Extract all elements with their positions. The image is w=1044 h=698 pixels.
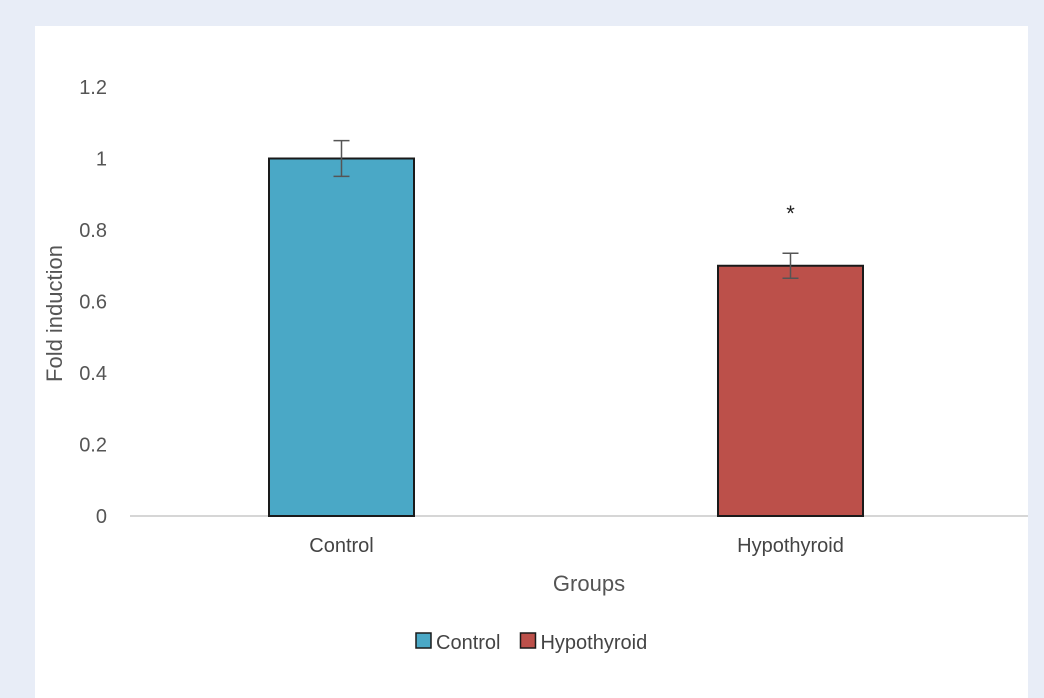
bar-control [268,157,415,517]
error-bar [782,252,799,280]
y-tick-label: 0.6 [79,292,107,314]
bar-hypothyroid [717,264,864,517]
legend-swatch [519,632,537,649]
bar-chart: 0 0.2 0.4 0.6 0.8 1 1.2 * Control Hypothyroid G… [42,77,1028,654]
y-tick-label: 1 [96,149,107,171]
chart-panel: 0 0.2 0.4 0.6 0.8 1 1.2 * Control Hypothyroid G… [35,26,1028,698]
y-tick-label: 0.8 [79,220,107,242]
significance-marker: * [786,201,795,226]
legend-label: Control [436,632,500,654]
y-axis-ticks: 0 0.2 0.4 0.6 0.8 1 1.2 [79,77,107,528]
legend: Control Hypothyroid [415,632,647,654]
y-tick-label: 1.2 [79,77,107,99]
x-category-label: Control [309,535,373,557]
error-bar [333,139,350,178]
legend-swatch [415,632,432,649]
y-tick-label: 0.2 [79,435,107,457]
y-axis-title: Fold induction [42,245,67,382]
legend-label: Hypothyroid [540,632,647,654]
x-axis-categories: Control Hypothyroid [309,535,844,557]
x-axis-title: Groups [553,571,625,596]
x-category-label: Hypothyroid [737,535,844,557]
bars: * [268,139,864,517]
y-tick-label: 0 [96,506,107,528]
y-tick-label: 0.4 [79,363,107,385]
